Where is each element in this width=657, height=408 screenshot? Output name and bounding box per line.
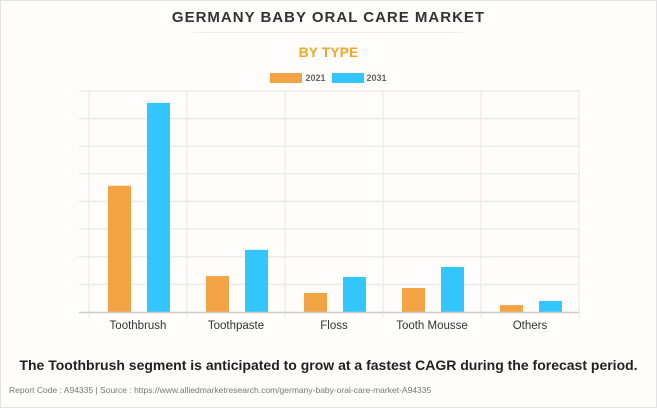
bar-others-2021 — [500, 305, 523, 312]
chart-title: GERMANY BABY ORAL CARE MARKET — [171, 9, 486, 26]
legend-item-2031[interactable]: 2031 — [331, 73, 387, 83]
bar-toothpaste-2031 — [245, 249, 268, 312]
legend-label-2031: 2031 — [366, 73, 387, 83]
legend-swatch-2021 — [270, 73, 303, 83]
legend-item-2021[interactable]: 2021 — [270, 73, 326, 83]
bar-others-2031 — [539, 300, 562, 312]
legend-swatch-2031 — [331, 73, 364, 83]
x-tick-label: Floss — [320, 320, 348, 332]
legend: 2021 2031 — [0, 73, 657, 83]
bar-tooth-mousse-2021 — [402, 287, 425, 312]
legend-label-2021: 2021 — [305, 73, 326, 83]
title-divider — [193, 32, 463, 33]
bar-floss-2031 — [343, 276, 366, 312]
x-tick-label: Others — [513, 320, 548, 332]
x-tick-label: Toothbrush — [110, 320, 167, 332]
bar-toothpaste-2021 — [206, 276, 229, 312]
bar-tooth-mousse-2031 — [441, 266, 464, 312]
chart-caption: The Toothbrush segment is anticipated to… — [19, 357, 638, 373]
source-line: Report Code : A94335 | Source : https://… — [9, 385, 432, 395]
bar-toothbrush-2031 — [147, 102, 170, 312]
x-tick-label: Toothpaste — [208, 320, 264, 332]
bar-toothbrush-2021 — [108, 185, 131, 312]
x-tick-label: Tooth Mousse — [396, 320, 468, 332]
chart-subtitle: BY TYPE — [298, 44, 359, 60]
bar-floss-2021 — [304, 292, 327, 312]
